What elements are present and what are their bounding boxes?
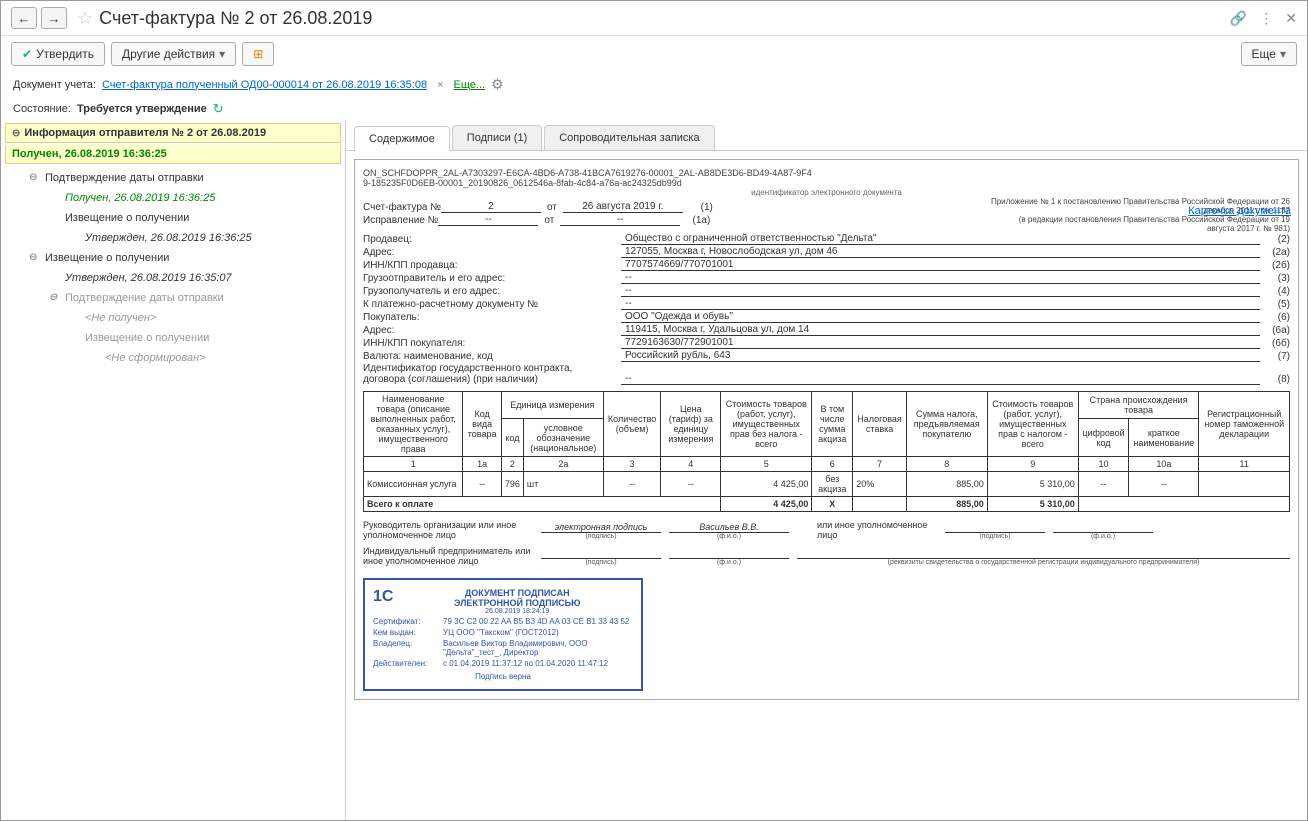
menu-icon[interactable]: ⋮ [1259, 10, 1273, 27]
tree-status: Получен, 26.08.2019 16:36:25 [1, 188, 345, 208]
tree-status: Утвержден, 26.08.2019 16:35:07 [1, 268, 345, 288]
tree-status: <Не получен> [1, 308, 345, 328]
state-label: Состояние: [13, 103, 71, 115]
buyer-inn: 7729163630/772901001 [621, 337, 1260, 349]
seller: Общество с ограниченной ответственностью… [621, 233, 1260, 245]
buyer-address: 119415, Москва г, Удальцова ул, дом 14 [621, 324, 1260, 336]
doc-link[interactable]: Счет-фактура полученный ОД00-000014 от 2… [102, 79, 427, 91]
tree-item-receipt-notice[interactable]: Извещение о получении [1, 208, 345, 228]
invoice-table: Наименование товара (описание выполненны… [363, 391, 1290, 512]
back-button[interactable]: ← [11, 7, 37, 29]
doc-more-link[interactable]: Еще... [454, 79, 486, 91]
forward-button[interactable]: → [41, 7, 67, 29]
total-row: Всего к оплате4 425,00X885,005 310,00 [364, 497, 1290, 512]
more-button[interactable]: Еще [1241, 42, 1297, 66]
sidebar: ⊖Информация отправителя № 2 от 26.08.201… [1, 121, 346, 820]
collapse-icon[interactable]: ⊖ [49, 292, 57, 303]
signature-block: Руководитель организации или иное уполно… [363, 520, 1290, 566]
tree-item-receipt-notice-3[interactable]: Извещение о получении [1, 328, 345, 348]
tree-status: <Не сформирован> [1, 348, 345, 368]
tree-status: Утвержден, 26.08.2019 16:36:25 [1, 228, 345, 248]
seller-inn: 7707574669/770701001 [621, 259, 1260, 271]
state-value: Требуется утверждение [77, 103, 207, 115]
tree-item-confirm-send-2[interactable]: ⊖Подтверждение даты отправки [1, 288, 345, 308]
approve-button[interactable]: ✔Утвердить [11, 42, 105, 66]
tree-root[interactable]: ⊖Информация отправителя № 2 от 26.08.201… [5, 123, 341, 143]
signature-stamp: 1C ДОКУМЕНТ ПОДПИСАН ЭЛЕКТРОННОЙ ПОДПИСЬ… [363, 578, 643, 691]
refresh-button[interactable]: ↻ [213, 101, 224, 117]
tree-root-status: Получен, 26.08.2019 16:36:25 [5, 145, 341, 164]
doc-identifier: ON_SCHFDOPPR_2AL-A7303297-E6CA-4BD6-A738… [363, 168, 1290, 188]
table-row: Комиссионная услуга--796шт----4 425,00бе… [364, 472, 1290, 497]
doc-label: Документ учета: [13, 79, 96, 91]
card-link[interactable]: Карточка документа [1188, 205, 1291, 217]
clear-doc-button[interactable]: × [433, 79, 447, 91]
collapse-icon[interactable]: ⊖ [29, 252, 37, 263]
doc-identifier-label: идентификатор электронного документа [363, 188, 1290, 197]
tab-cover-note[interactable]: Сопроводительная записка [544, 125, 714, 150]
invoice-number: 2 [441, 201, 541, 213]
other-actions-button[interactable]: Другие действия [111, 42, 236, 66]
seller-address: 127055, Москва г, Новослободская ул, дом… [621, 246, 1260, 258]
close-icon[interactable]: ✕ [1285, 10, 1297, 27]
buyer: ООО "Одежда и обувь" [621, 311, 1260, 323]
currency: Российский рубль, 643 [621, 350, 1260, 362]
tree-item-confirm-send[interactable]: ⊖Подтверждение даты отправки [1, 168, 345, 188]
hierarchy-button[interactable]: ⊞ [242, 42, 274, 66]
page-title: Счет-фактура № 2 от 26.08.2019 [99, 8, 1230, 29]
link-icon[interactable]: 🔗 [1230, 10, 1247, 27]
gear-icon[interactable]: ⚙ [491, 76, 504, 93]
tree-item-receipt-notice-2[interactable]: ⊖Извещение о получении [1, 248, 345, 268]
tab-signatures[interactable]: Подписи (1) [452, 125, 542, 150]
tab-content[interactable]: Содержимое [354, 126, 450, 151]
collapse-icon[interactable]: ⊖ [12, 128, 20, 139]
star-icon[interactable]: ☆ [77, 8, 93, 29]
invoice-date: 26 августа 2019 г. [563, 201, 683, 213]
collapse-icon[interactable]: ⊖ [29, 172, 37, 183]
